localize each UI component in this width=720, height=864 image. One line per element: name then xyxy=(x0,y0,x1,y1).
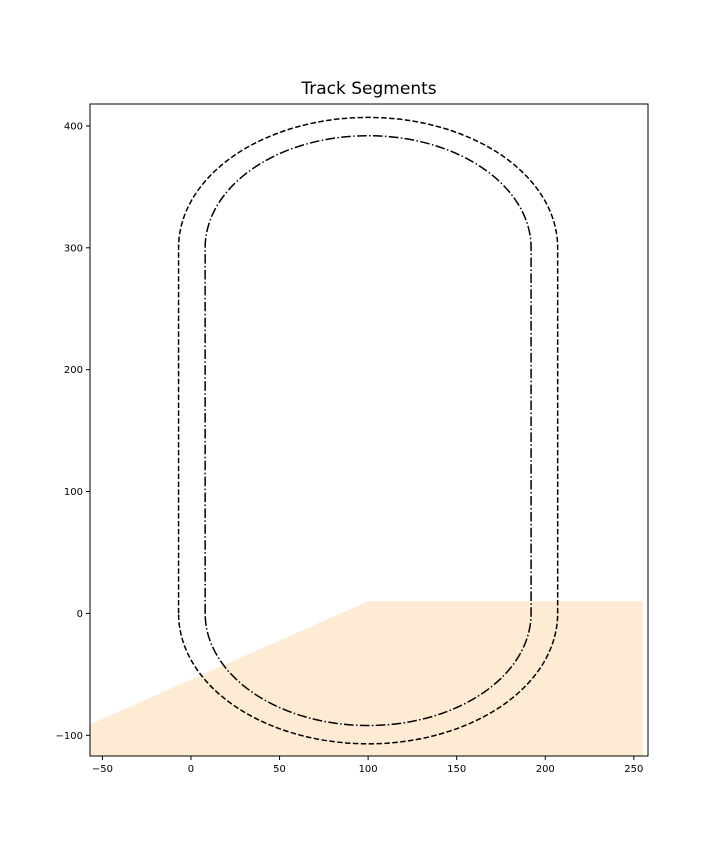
x-tick-label: −50 xyxy=(92,764,113,775)
x-tick-label: 0 xyxy=(188,764,194,775)
y-tick-label: 0 xyxy=(77,609,83,620)
y-tick-label: −100 xyxy=(56,731,83,742)
chart-title: Track Segments xyxy=(300,79,436,99)
x-tick-label: 50 xyxy=(273,764,286,775)
track-line-dashed xyxy=(177,116,559,745)
axis-layer: −50 0 50 100 150 200 250 −100 0 100 200 300 400 xyxy=(56,121,644,775)
y-tick-label: 300 xyxy=(64,243,83,254)
x-tick-label: 100 xyxy=(359,764,378,775)
track-layer xyxy=(177,116,559,745)
x-tick-label: 150 xyxy=(447,764,466,775)
plot-frame xyxy=(89,103,649,757)
y-tick-label: 200 xyxy=(64,365,83,376)
filled-region-layer xyxy=(90,601,643,756)
y-tick-label: 100 xyxy=(64,487,83,498)
x-tick-label: 200 xyxy=(536,764,555,775)
filled-region-0 xyxy=(90,601,643,756)
x-tick-label: 250 xyxy=(624,764,643,775)
y-tick-label: 400 xyxy=(64,121,83,132)
track-line-dashdot xyxy=(204,134,532,727)
